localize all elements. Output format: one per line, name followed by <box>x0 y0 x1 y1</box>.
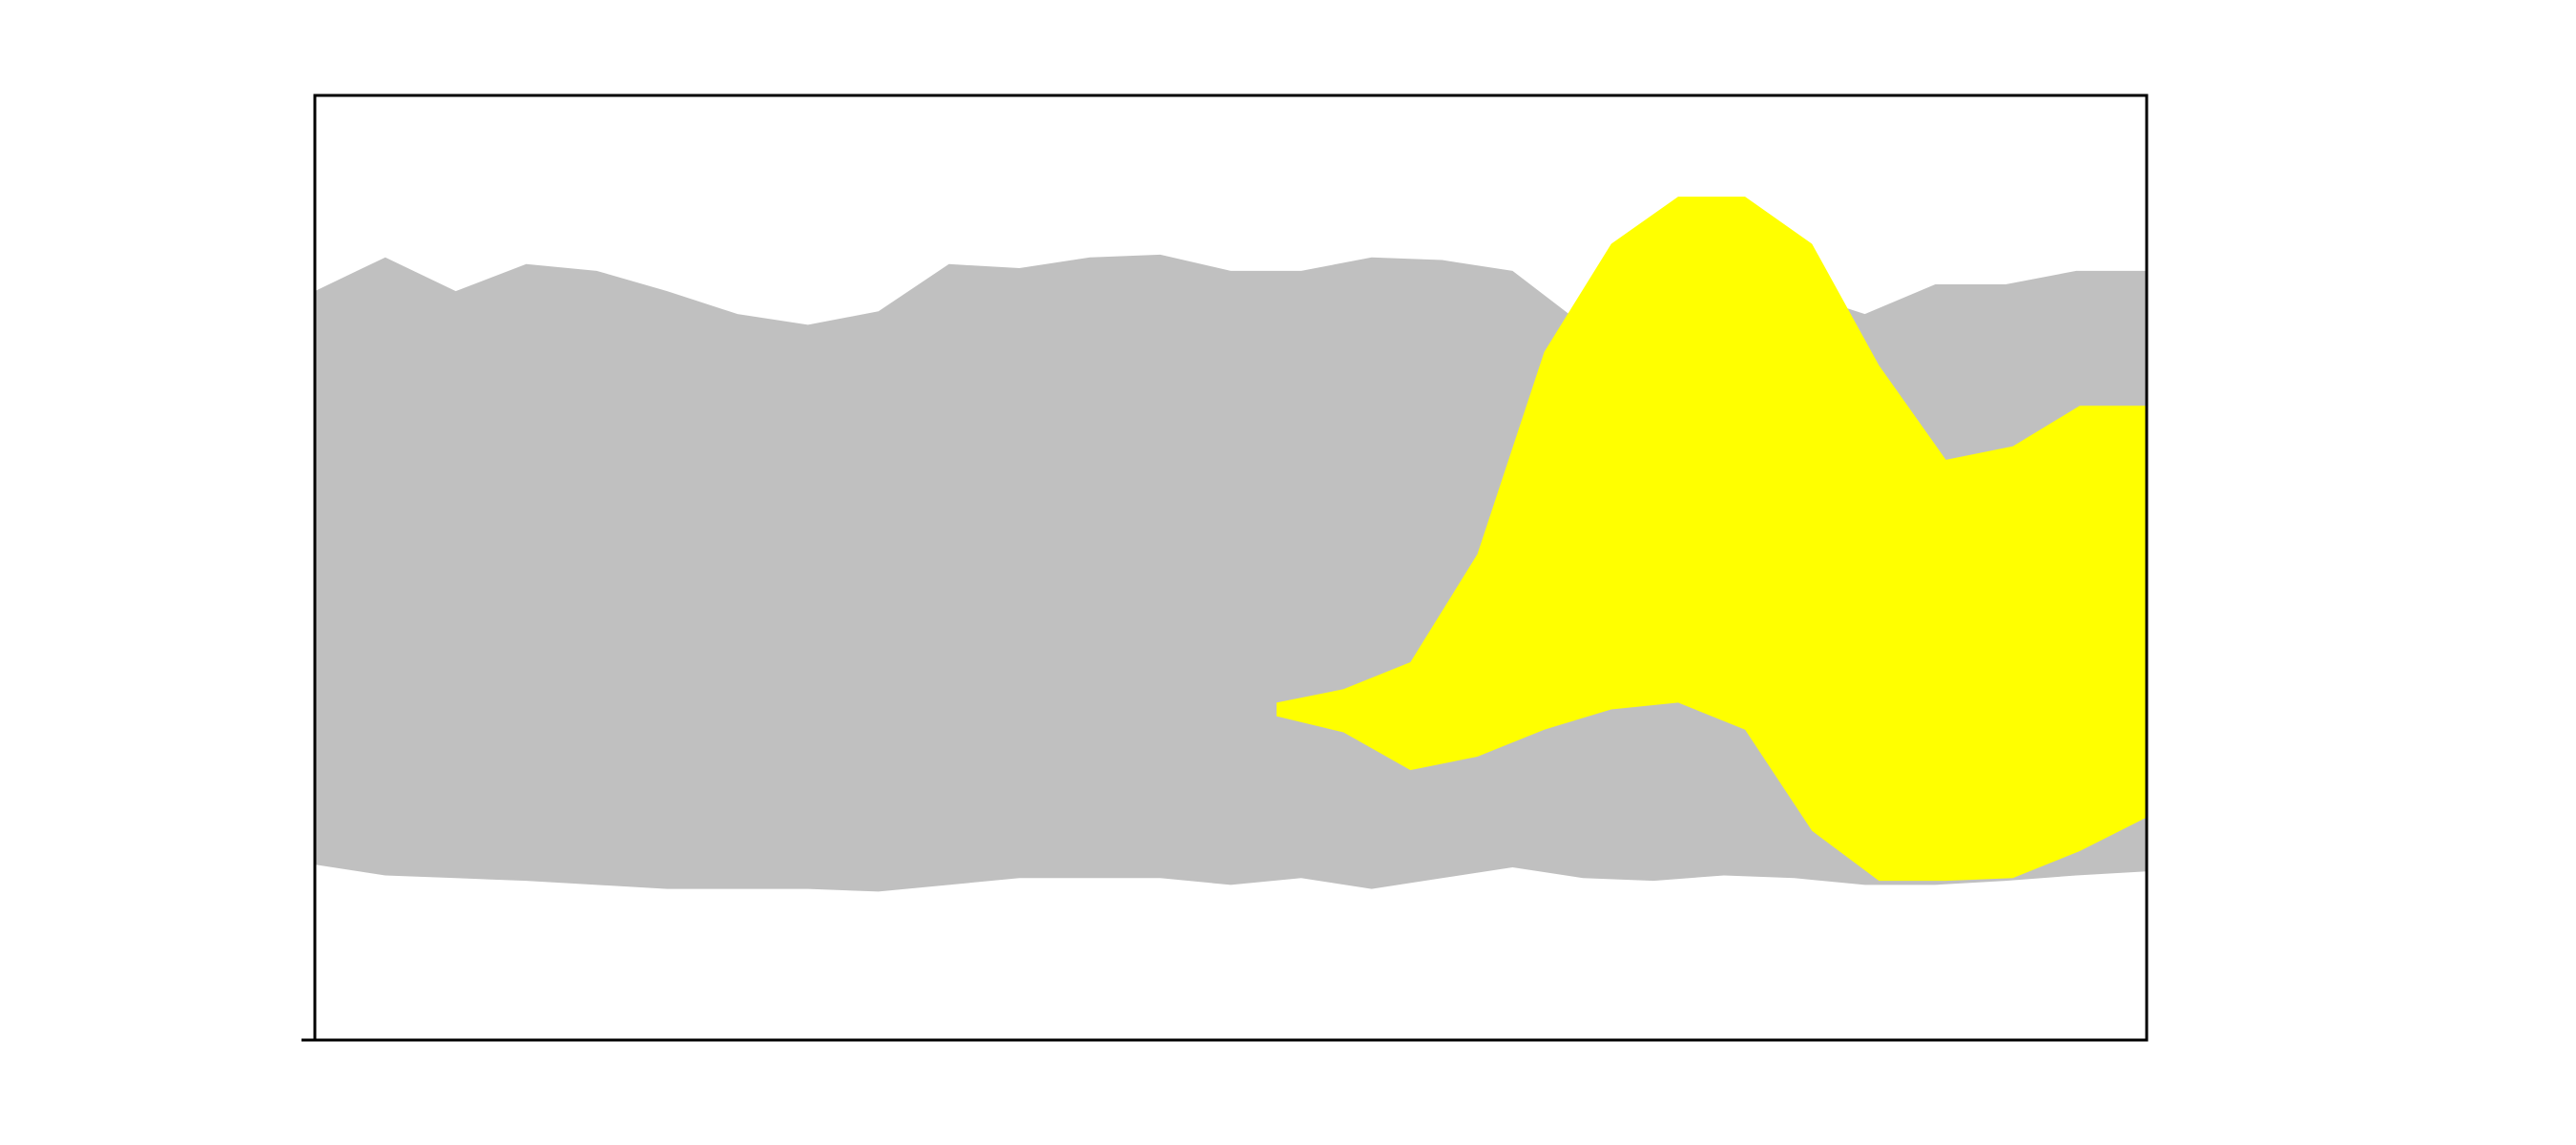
chart-container <box>0 0 2576 1145</box>
chart-svg <box>0 0 2576 1145</box>
